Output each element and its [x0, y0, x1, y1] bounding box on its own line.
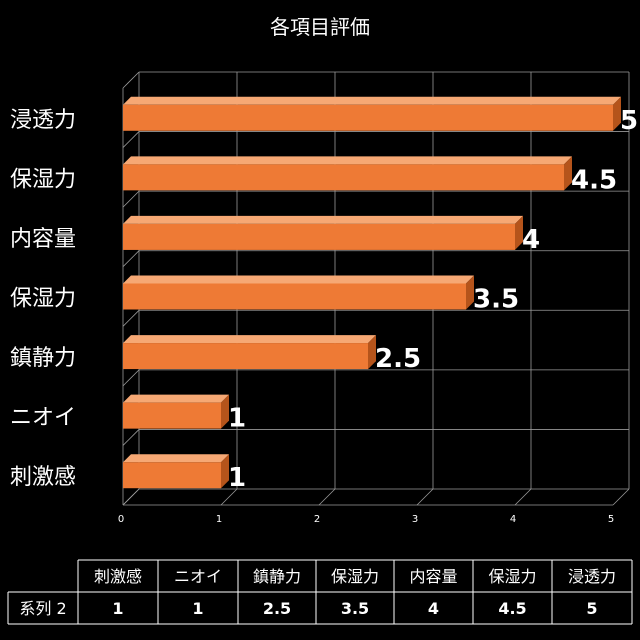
bar	[123, 96, 621, 131]
category-label: 内容量	[10, 227, 76, 252]
category-label: 保湿力	[10, 287, 76, 312]
bar	[123, 156, 572, 191]
bars	[123, 96, 621, 489]
grid-line-wall-depth	[122, 71, 140, 89]
grid-line-depth	[514, 488, 532, 506]
chart-title: 各項目評価	[270, 15, 370, 39]
value-label: 4.5	[571, 165, 617, 195]
bar-front	[123, 343, 368, 370]
grid-line-depth	[220, 488, 238, 506]
category-label: 刺激感	[10, 465, 76, 490]
bar-side	[515, 215, 523, 250]
bar-side	[368, 335, 376, 370]
bar-top	[123, 275, 474, 284]
bar-side	[221, 454, 229, 489]
table-header-cell: 鎮静力	[253, 567, 301, 586]
grid-line-depth	[318, 488, 336, 506]
table-value-cell: 5	[586, 599, 597, 618]
table-series-name: 系列 2	[19, 599, 66, 618]
category-label: 浸透力	[10, 108, 76, 133]
bar-top	[123, 454, 229, 463]
x-tick-label: 0	[118, 514, 124, 525]
value-label: 1	[228, 404, 246, 434]
grid-line-wall-depth	[122, 429, 140, 446]
table-header-cell: ニオイ	[174, 567, 222, 586]
bar-top	[123, 394, 229, 403]
category-label: ニオイ	[10, 406, 76, 431]
value-label: 5	[620, 106, 638, 136]
table-header-cell: 刺激感	[94, 567, 142, 586]
table-value-cell: 4.5	[498, 599, 526, 618]
grid-line-wall-depth	[122, 369, 140, 387]
table-value-cell: 2.5	[263, 599, 291, 618]
bar	[123, 275, 474, 310]
table-value-cell: 1	[192, 599, 203, 618]
value-label: 1	[228, 463, 246, 493]
data-table: 刺激感 1 ニオイ 1 鎮静力 2.5 保湿力 3.5 内容量 4 保湿力 4.5 浸透力 5 系列 2	[7, 559, 633, 625]
bar-side	[466, 275, 474, 310]
table-header-cell: 保湿力	[331, 567, 379, 586]
bar-side	[221, 394, 229, 429]
x-tick-label: 1	[216, 514, 222, 525]
bar-front	[123, 283, 466, 310]
bar	[123, 394, 229, 429]
grid-line-wall-depth	[122, 250, 140, 267]
value-label: 2.5	[375, 344, 421, 374]
table-value-cell: 3.5	[341, 599, 369, 618]
bar-front	[123, 164, 564, 191]
x-tick-label: 4	[510, 514, 516, 525]
category-label: 鎮静力	[10, 346, 76, 371]
bar-front	[123, 104, 613, 131]
bar-top	[123, 215, 523, 224]
grid-line-wall-depth	[122, 310, 140, 327]
bar	[123, 335, 376, 370]
grid-line-wall-depth	[122, 131, 140, 148]
value-label: 3.5	[473, 285, 519, 315]
x-tick-label: 3	[412, 514, 418, 525]
x-tick-label: 2	[314, 514, 320, 525]
grid-line-wall-depth	[122, 190, 140, 208]
value-label: 4	[522, 225, 540, 255]
grid-line-wall-depth	[122, 488, 140, 506]
table-header-cell: 内容量	[409, 567, 457, 586]
labels: 0 1 2 3 4 5 刺激感 1 ニオイ 1 鎮静力 2.5 保湿力 3.5 内容量 4 保湿力 4.5 浸透力 5	[10, 106, 638, 525]
table-header-cell: 浸透力	[568, 567, 616, 586]
bar-front	[123, 223, 515, 250]
bar-top	[123, 156, 572, 165]
table-value-cell: 4	[428, 599, 439, 618]
bar-side	[564, 156, 572, 191]
bar	[123, 215, 523, 250]
grid-line-depth	[416, 488, 434, 506]
bar-side	[613, 96, 621, 131]
grid-line-depth	[612, 488, 630, 506]
bar	[123, 454, 229, 489]
category-label: 保湿力	[10, 167, 76, 192]
table-header-cell: 保湿力	[488, 567, 536, 586]
chart-grid	[122, 71, 630, 506]
x-tick-label: 5	[608, 514, 614, 525]
bar-front	[123, 462, 221, 489]
bar-top	[123, 335, 376, 344]
bar-top	[123, 96, 621, 105]
bar-front	[123, 402, 221, 429]
table-value-cell: 1	[112, 599, 123, 618]
